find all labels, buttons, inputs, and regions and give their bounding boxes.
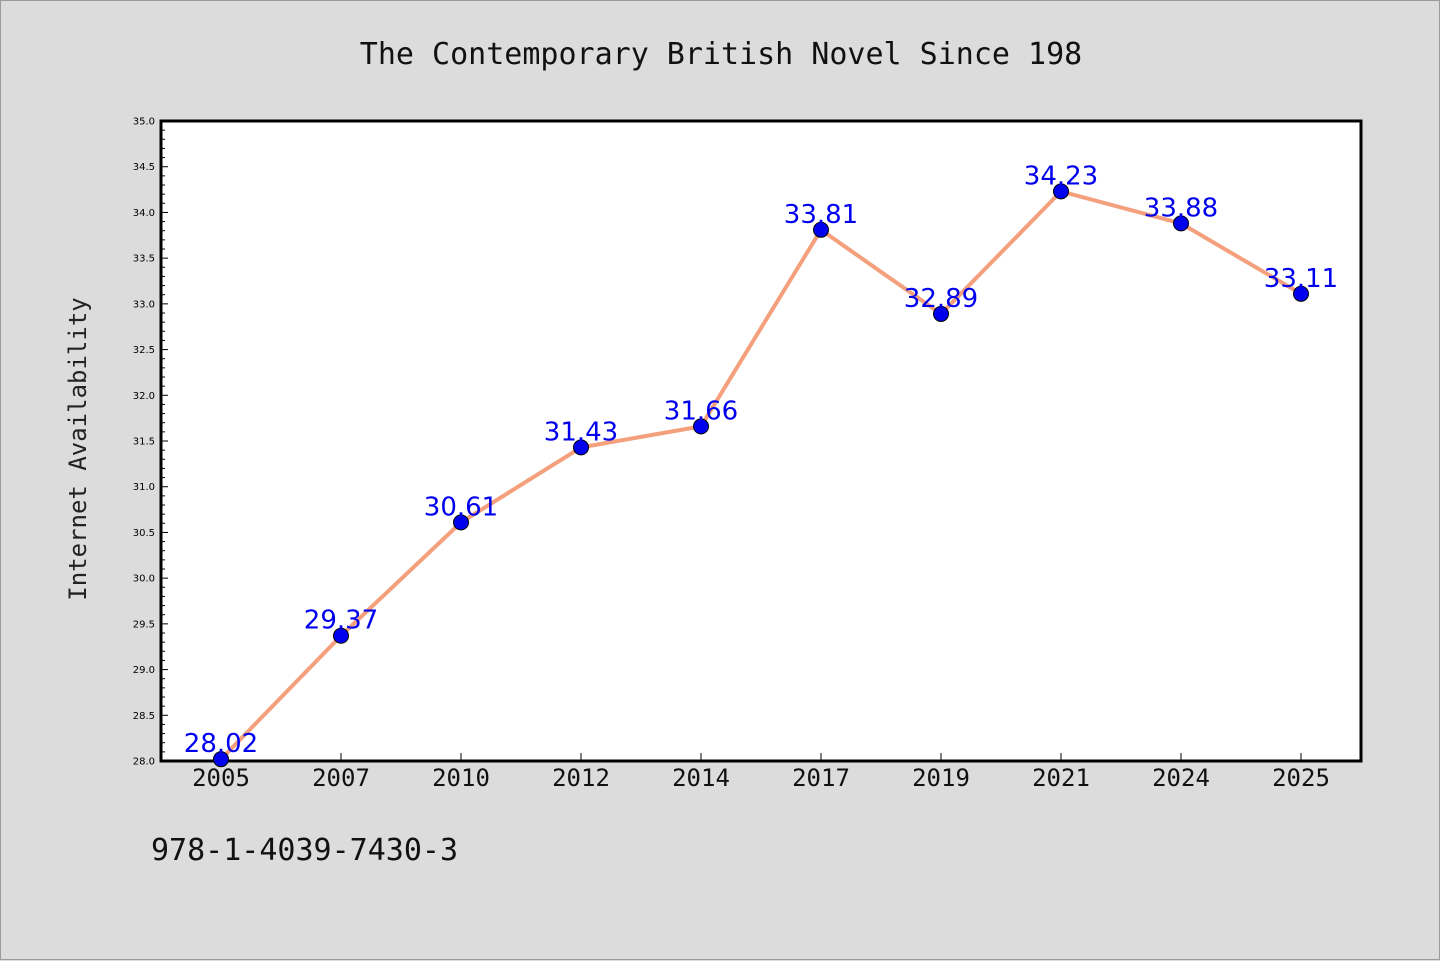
y-tick-label: 32.0 [133,391,155,402]
series-group: 28.02 29.37 30.61 31.43 31.66 33.81 32.89 34.23… [184,161,1338,768]
data-point [213,751,229,768]
data-label: 33.81 [784,200,858,230]
data-label: 31.43 [544,417,618,447]
plot-area [159,119,1363,763]
x-axis: 2005 2007 2010 2012 2014 2017 2019 2021 2024 2025 [192,753,1330,792]
x-tick-label: 2014 [672,764,730,792]
x-tick-label: 2024 [1152,764,1210,792]
x-tick-label: 2019 [912,764,970,792]
series-line [219,189,1303,761]
y-tick-label: 28.0 [133,757,155,768]
y-axis-label: Internet Availability [64,297,92,600]
y-tick-label: 30.0 [133,574,155,585]
y-tick-label: 31.5 [133,437,155,448]
x-tick-label: 2010 [432,764,490,792]
data-point [693,418,709,435]
y-tick-label: 34.0 [133,208,155,219]
y-tick-label: 35.0 [133,117,155,128]
x-tick-label: 2017 [792,764,850,792]
x-tick-label: 2012 [552,764,610,792]
data-point [1173,215,1189,232]
y-tick-label: 33.5 [133,254,155,265]
data-label: 33.88 [1144,193,1218,223]
x-tick-label: 2005 [192,764,250,792]
data-label: 30.61 [424,492,498,522]
y-tick-label: 28.5 [133,711,155,722]
data-point [1053,183,1069,200]
y-tick-label: 34.5 [133,162,155,173]
data-point [573,439,589,456]
data-point [453,514,469,531]
data-label: 29.37 [304,606,378,636]
data-label: 33.11 [1264,264,1338,294]
x-tick-label: 2007 [312,764,370,792]
data-label: 34.23 [1024,161,1098,191]
y-tick-label: 33.0 [133,299,155,310]
data-point [813,221,829,238]
data-point [333,627,349,644]
isbn-text: 978-1-4039-7430-3 [151,833,459,868]
y-tick-label: 32.5 [133,345,155,356]
data-point [1293,285,1309,302]
y-tick-label: 31.0 [133,482,155,493]
y-axis: 28.0 28.5 29.0 29.5 30.0 30.5 31.0 31.5 32.0 32.5… [133,117,168,768]
x-tick-label: 2025 [1272,764,1330,792]
x-tick-label: 2021 [1032,764,1090,792]
chart-title: The Contemporary British Novel Since 198 [360,37,1082,72]
data-label: 31.66 [664,396,738,426]
data-point [933,305,949,322]
y-tick-label: 29.0 [133,665,155,676]
y-tick-label: 29.5 [133,619,155,630]
y-tick-label: 30.5 [133,528,155,539]
data-label: 28.02 [184,729,258,759]
data-label: 32.89 [904,284,978,314]
